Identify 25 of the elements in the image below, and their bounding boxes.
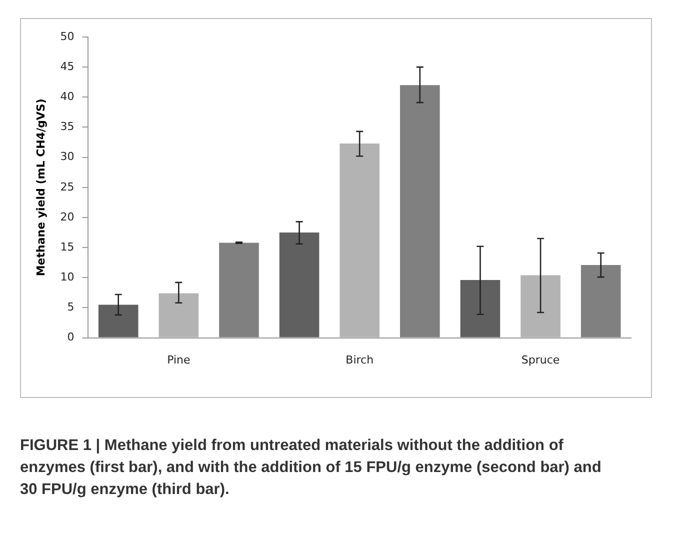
y-tick-label: 30 bbox=[60, 150, 74, 164]
y-tick-label: 10 bbox=[60, 270, 74, 284]
y-tick-label: 35 bbox=[60, 120, 74, 134]
x-tick-label: Spruce bbox=[521, 353, 560, 366]
bar bbox=[340, 143, 380, 338]
y-tick-label: 5 bbox=[67, 300, 74, 314]
bar bbox=[520, 275, 560, 338]
y-tick-label: 25 bbox=[60, 180, 74, 194]
bar bbox=[400, 85, 440, 338]
bar bbox=[158, 293, 199, 338]
y-tick-label: 45 bbox=[60, 60, 74, 73]
bar bbox=[580, 265, 621, 338]
x-tick-label: Birch bbox=[346, 353, 374, 366]
y-tick-label: 50 bbox=[60, 30, 74, 43]
bar bbox=[219, 242, 259, 338]
y-tick-label: 20 bbox=[60, 210, 74, 224]
bar bbox=[279, 232, 320, 338]
y-tick-label: 40 bbox=[60, 90, 74, 104]
caption: FIGURE 1 | Methane yield from untreated materials without the addition of enzymes (first bar), and with the addition of 15 FPU/g enzyme (second bar) and 30 FPU/g enzyme (third bar). bbox=[20, 436, 602, 500]
y-tick-label: 0 bbox=[67, 330, 74, 344]
y-tick-label: 15 bbox=[60, 240, 74, 254]
x-tick-label: Pine bbox=[167, 353, 190, 366]
bar bbox=[98, 304, 138, 338]
y-axis-title: Methane yield (mL CH4/gVS) bbox=[34, 98, 48, 276]
bar bbox=[460, 280, 500, 338]
